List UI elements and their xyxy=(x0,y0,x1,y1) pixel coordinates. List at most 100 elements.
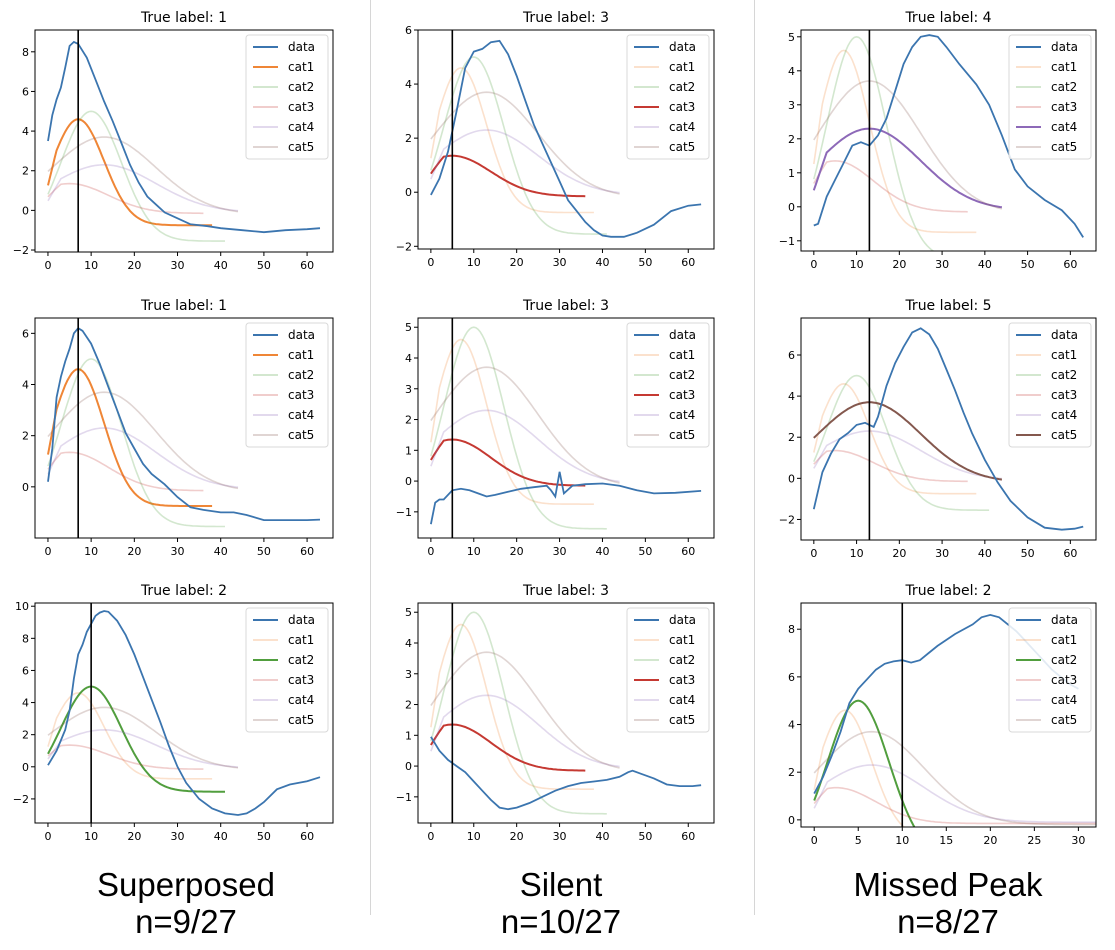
legend: data cat1 cat2 cat3 cat4 cat5 xyxy=(245,322,329,448)
y-tick-label: 1 xyxy=(405,729,412,742)
legend-label-data: data xyxy=(669,40,696,54)
subplot-6: True label: 5 0 10 20 30 40 50 60 −2 0 2 4 6 data cat1… xyxy=(779,298,1097,560)
legend-label-cat2: cat2 xyxy=(1051,80,1077,94)
y-tick-label: 0 xyxy=(405,186,412,199)
series-cat2 xyxy=(47,685,225,793)
y-tick-label: 4 xyxy=(405,637,412,650)
x-tick-label: 0 xyxy=(811,834,818,847)
y-tick-label: −2 xyxy=(396,240,412,253)
series-cat1 xyxy=(47,368,213,507)
y-tick-label: 1 xyxy=(788,167,795,180)
legend-label-cat4: cat4 xyxy=(288,408,314,422)
subplot-title: True label: 2 xyxy=(140,583,227,599)
y-tick-label: 4 xyxy=(22,697,29,710)
y-tick-label: 8 xyxy=(22,46,29,59)
series-data xyxy=(47,327,321,521)
legend-label-cat3: cat3 xyxy=(288,673,314,687)
subplot-2: True label: 3 0 10 20 30 40 50 60 −2 0 2 4 6 data cat1… xyxy=(396,10,715,269)
column-count: n=8/27 xyxy=(897,903,999,940)
x-tick-label: 0 xyxy=(427,545,434,558)
series-cat5 xyxy=(47,706,239,769)
series-cat1 xyxy=(430,67,594,214)
legend: data cat1 cat2 cat3 cat4 cat5 xyxy=(626,34,710,160)
series-layer xyxy=(430,39,702,238)
y-tick-label: 4 xyxy=(405,352,412,365)
x-tick-label: 0 xyxy=(810,258,817,271)
x-tick-label: 20 xyxy=(127,830,141,843)
y-tick-label: 10 xyxy=(15,600,29,613)
plot-frame xyxy=(34,602,334,824)
y-tick-label: 0 xyxy=(22,204,29,217)
series-cat4 xyxy=(813,430,1002,480)
legend-label-data: data xyxy=(669,613,696,627)
series-cat1 xyxy=(813,382,977,495)
x-tick-label: 60 xyxy=(1063,258,1077,271)
y-tick-label: 6 xyxy=(22,327,29,340)
y-tick-label: 5 xyxy=(788,31,795,44)
series-cat5 xyxy=(47,136,239,213)
legend-label-cat1: cat1 xyxy=(669,60,695,74)
y-tick-label: 2 xyxy=(22,165,29,178)
legend-label-cat4: cat4 xyxy=(669,120,695,134)
series-data xyxy=(47,40,321,234)
legend-box xyxy=(626,607,710,733)
legend-label-cat2: cat2 xyxy=(288,368,314,382)
x-tick-label: 30 xyxy=(1071,834,1085,847)
legend-label-cat1: cat1 xyxy=(288,60,314,74)
x-tick-label: 5 xyxy=(855,834,862,847)
x-tick-label: 20 xyxy=(892,258,906,271)
legend-label-cat3: cat3 xyxy=(288,100,314,114)
legend: data cat1 cat2 cat3 cat4 cat5 xyxy=(626,607,710,733)
series-cat3 xyxy=(47,182,204,215)
x-tick-label: 10 xyxy=(850,547,864,560)
x-tick-label: 30 xyxy=(935,547,949,560)
x-tick-label: 20 xyxy=(510,830,524,843)
x-tick-label: 40 xyxy=(214,830,228,843)
subplot-title: True label: 1 xyxy=(140,10,227,26)
y-tick-label: 0 xyxy=(788,472,795,485)
y-tick-label: 8 xyxy=(788,623,795,636)
legend-label-cat5: cat5 xyxy=(288,140,314,154)
subplot-title: True label: 3 xyxy=(522,10,609,26)
y-tick-label: 6 xyxy=(788,671,795,684)
series-layer xyxy=(812,34,1084,251)
legend-label-data: data xyxy=(288,328,315,342)
series-cat1 xyxy=(430,338,594,505)
plot-frame xyxy=(417,602,715,824)
x-tick-label: 0 xyxy=(44,545,51,558)
x-tick-label: 30 xyxy=(171,259,185,272)
series-data xyxy=(430,736,702,811)
legend-label-data: data xyxy=(1051,613,1078,627)
column-caption-missed-peak: Missed Peak n=8/27 xyxy=(762,866,1115,940)
legend: data cat1 cat2 cat3 cat4 cat5 xyxy=(1008,322,1092,448)
legend-label-cat3: cat3 xyxy=(1051,388,1077,402)
legend-label-cat1: cat1 xyxy=(288,633,314,647)
series-cat4 xyxy=(430,409,620,483)
x-tick-label: 50 xyxy=(257,830,271,843)
legend-label-cat5: cat5 xyxy=(669,428,695,442)
series-cat2 xyxy=(813,699,916,827)
legend-label-cat4: cat4 xyxy=(288,120,314,134)
legend-label-cat4: cat4 xyxy=(1051,120,1077,134)
series-cat2 xyxy=(430,56,607,235)
x-tick-label: 25 xyxy=(1027,834,1041,847)
y-tick-label: 2 xyxy=(22,430,29,443)
series-cat4 xyxy=(430,129,620,194)
series-cat3 xyxy=(813,786,1096,825)
legend: data cat1 cat2 cat3 cat4 cat5 xyxy=(245,607,329,733)
legend-box xyxy=(626,34,710,160)
x-tick-label: 60 xyxy=(681,830,695,843)
x-tick-label: 20 xyxy=(510,256,524,269)
legend-label-cat3: cat3 xyxy=(1051,673,1077,687)
x-tick-label: 10 xyxy=(850,258,864,271)
y-tick-label: 4 xyxy=(405,78,412,91)
legend-label-cat3: cat3 xyxy=(669,388,695,402)
legend-label-cat5: cat5 xyxy=(669,140,695,154)
series-cat1 xyxy=(813,709,906,827)
legend-box xyxy=(1008,34,1092,160)
x-tick-label: 15 xyxy=(939,834,953,847)
series-data xyxy=(813,34,1084,238)
x-tick-label: 40 xyxy=(214,545,228,558)
legend-label-cat2: cat2 xyxy=(669,80,695,94)
series-cat1 xyxy=(47,118,213,227)
